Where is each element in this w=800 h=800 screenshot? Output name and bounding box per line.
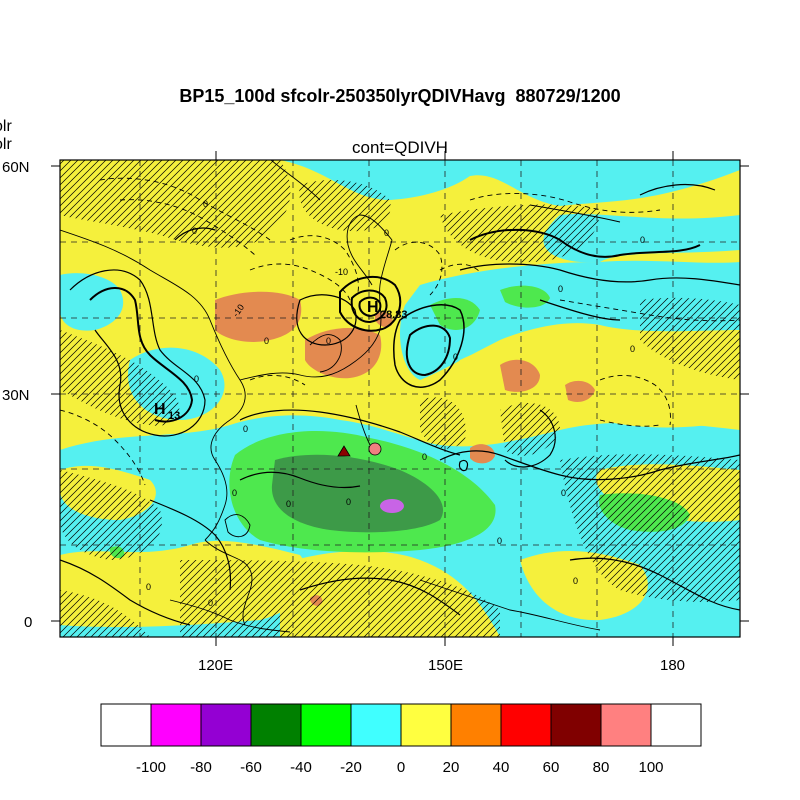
contour-label: -10 (335, 267, 348, 277)
contour-label-extra: 0 (497, 536, 502, 546)
contour-label-extra: 0 (208, 598, 213, 608)
contour-label: 0 (232, 488, 237, 498)
solid-contours (60, 184, 740, 626)
lat-tick-label: 60N (2, 159, 30, 176)
coastlines (60, 160, 621, 633)
contour-label: 0 (630, 344, 635, 354)
contour-label: 0 (243, 424, 248, 434)
map-title: BP15_100d sfcolr-250350lyrQDIVHavg 88072… (179, 86, 621, 106)
green-north-right (500, 285, 550, 308)
colorbar-label: 100 (638, 759, 663, 776)
colorbar-swatch (450, 703, 502, 747)
colorbar-swatch (100, 703, 152, 747)
colorbar-swatch (550, 703, 602, 747)
orange-blob-mid (470, 444, 495, 464)
high-letter: H (367, 299, 379, 316)
colorbar: -100 -80 -60 -40 -20 0 20 40 60 80 100 (100, 703, 702, 776)
colorbar-swatch (600, 703, 652, 747)
contour-label-extra: 0 (146, 582, 151, 592)
plot-frame (59, 159, 741, 638)
colorbar-swatch (400, 703, 452, 747)
orange-blob-center (305, 328, 382, 379)
high-letter: H (154, 401, 166, 418)
cyan-north-band (280, 160, 740, 206)
contour-label: 0 (264, 336, 269, 346)
cyan-left-blob (60, 273, 124, 331)
colorbar-swatch (650, 703, 702, 747)
contour-label: 0 (203, 199, 208, 209)
colorbar-swatch (250, 703, 302, 747)
lon-tick-label: 180 (660, 657, 685, 674)
contour-label-extra: 0 (346, 497, 351, 507)
colorbar-label: -80 (190, 759, 212, 776)
orange-blob-ne (375, 312, 393, 328)
contour-label: 0 (192, 226, 197, 236)
contour-label: 0 (422, 452, 427, 462)
colorbar-label: 0 (397, 759, 405, 776)
colorbar-label: 40 (493, 759, 510, 776)
contour-label: 0 (326, 336, 331, 346)
colorbar-label: 60 (543, 759, 560, 776)
lon-tick-label: 120E (198, 657, 233, 674)
hatched-regions (60, 160, 740, 637)
colorbar-label: -40 (290, 759, 312, 776)
magenta-spot (380, 499, 404, 513)
contour-label: 0 (286, 499, 291, 509)
colorbar-swatch (150, 703, 202, 747)
map-plot: 0 0 0 0 0 0 0 0 0 0 0 0 0 0 -10 -10 0 0 … (60, 160, 740, 637)
green-north (430, 298, 480, 330)
contour-label: 0 (453, 352, 458, 362)
colorbar-label: 80 (593, 759, 610, 776)
contour-label: 0 (384, 228, 389, 238)
colorbar-label: -20 (340, 759, 362, 776)
orange-blob-right2 (565, 380, 595, 402)
contour-labels: 0 0 0 0 0 0 0 0 0 0 0 0 0 0 -10 -10 0 0 … (146, 199, 645, 608)
colorbar-label: 20 (443, 759, 460, 776)
cyan-central-band (400, 260, 740, 380)
contour-label: 0 (558, 284, 563, 294)
high-value: 13 (168, 410, 180, 422)
grid-lines (60, 160, 740, 637)
axis-labels: 60N 30N 0 120E 150E 180 (2, 159, 685, 674)
lon-tick-label: 150E (428, 657, 463, 674)
contour-label: 0 (194, 374, 199, 384)
orange-blob-right (500, 359, 540, 392)
colorbar-swatch (200, 703, 252, 747)
tick-marks (51, 151, 749, 646)
darkgreen-core (271, 454, 444, 533)
colorbar-swatch (300, 703, 352, 747)
triangle-marker (337, 445, 351, 457)
contour-label: 0 (640, 235, 645, 245)
left-cut-label-2: olr (0, 136, 12, 153)
orange-blob-nw (215, 291, 302, 342)
lat-tick-label: 30N (2, 387, 30, 404)
contour-label-extra: 0 (573, 576, 578, 586)
dashed-contours (60, 177, 740, 486)
high-value: 28.83 (380, 309, 408, 321)
high-labels: H 28.83 H 13 (154, 299, 408, 422)
colorbar-swatch (500, 703, 552, 747)
colorbar-label: -100 (136, 759, 166, 776)
circle-marker (368, 442, 382, 456)
contour-label-extra: 0 (561, 488, 566, 498)
map-subtitle: cont=QDIVH (352, 138, 448, 157)
left-cut-label-1: olr (0, 118, 12, 135)
lat-tick-label: 0 (24, 614, 32, 631)
colorbar-label: -60 (240, 759, 262, 776)
colorbar-swatch (350, 703, 402, 747)
